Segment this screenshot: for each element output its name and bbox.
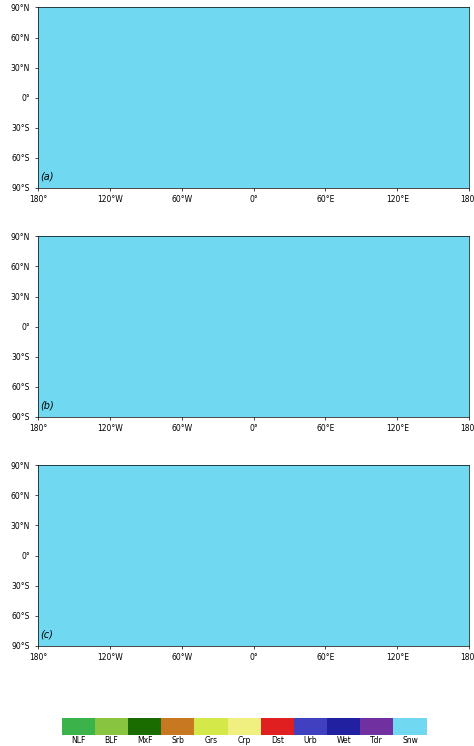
- FancyBboxPatch shape: [128, 718, 161, 735]
- Text: Crp: Crp: [237, 736, 251, 745]
- FancyBboxPatch shape: [294, 718, 327, 735]
- FancyBboxPatch shape: [161, 718, 194, 735]
- Text: Srb: Srb: [171, 736, 184, 745]
- FancyBboxPatch shape: [194, 718, 228, 735]
- FancyBboxPatch shape: [327, 718, 360, 735]
- Text: Urb: Urb: [304, 736, 317, 745]
- FancyBboxPatch shape: [393, 718, 427, 735]
- Text: Grs: Grs: [204, 736, 218, 745]
- Text: (c): (c): [40, 630, 53, 639]
- Text: BLF: BLF: [104, 736, 118, 745]
- FancyBboxPatch shape: [261, 718, 294, 735]
- Text: NLF: NLF: [71, 736, 85, 745]
- Text: Snw: Snw: [402, 736, 418, 745]
- Text: Tdr: Tdr: [371, 736, 383, 745]
- FancyBboxPatch shape: [228, 718, 261, 735]
- Text: MxF: MxF: [137, 736, 152, 745]
- Text: Dst: Dst: [271, 736, 284, 745]
- Text: Wet: Wet: [336, 736, 351, 745]
- FancyBboxPatch shape: [62, 718, 95, 735]
- FancyBboxPatch shape: [360, 718, 393, 735]
- Text: (a): (a): [40, 172, 54, 182]
- FancyBboxPatch shape: [95, 718, 128, 735]
- Text: (b): (b): [40, 401, 54, 411]
